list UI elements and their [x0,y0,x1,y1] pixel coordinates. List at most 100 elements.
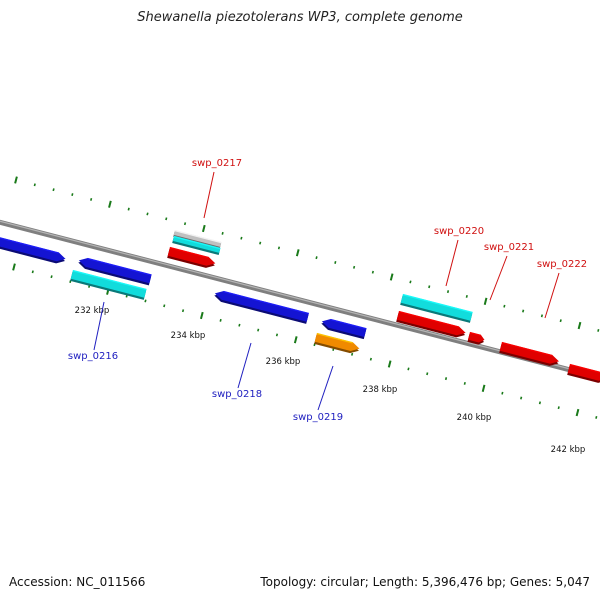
tick-upper [522,309,525,313]
gene-labels: swp_0216 swp_0217 swp_0218 swp_0219 swp_0220… [68,158,587,423]
tick-lower [426,372,429,376]
tick-marks [12,176,600,419]
tick-upper [295,249,300,257]
scale-label: 242 kbp [551,445,586,455]
tick-lower [538,401,542,405]
scale-label: 236 kbp [266,357,301,367]
tick-lower [520,396,523,400]
tick-upper [334,261,337,264]
tick-upper [540,314,544,318]
feature-f10 [400,293,473,323]
tick-upper [597,328,600,332]
tick-lower [444,377,448,381]
features [0,229,600,383]
leader-line [544,272,560,319]
leader-line [237,342,252,389]
gene-label-swp_0217: swp_0217 [192,158,242,169]
feature-f8 [321,318,367,340]
tick-upper [240,236,243,240]
leader-line [93,301,105,351]
gene-label-swp_0220: swp_0220 [434,226,484,237]
feature-f9 [314,332,360,354]
tick-lower [163,304,166,308]
tick-lower [181,309,185,313]
tick-lower [293,336,298,344]
gene-label-swp_0216: swp_0216 [68,351,118,362]
tick-upper [446,290,450,294]
tick-upper [389,273,394,281]
feature-f13 [499,341,559,366]
gene-label-swp_0219: swp_0219 [293,412,343,423]
tick-upper [577,321,582,330]
tick-lower [501,391,504,395]
feature-f14 [567,363,600,383]
tick-lower [481,384,486,392]
tick-upper [201,224,206,233]
tick-upper [353,265,356,269]
tick-upper [371,270,374,274]
gene-label-swp_0221: swp_0221 [484,242,534,253]
feature-f3 [70,269,147,300]
tick-lower [12,263,16,271]
tick-upper [33,183,36,187]
tick-lower [50,275,53,279]
map-title: Shewanella piezotolerans WP3, complete g… [137,10,463,25]
feature-f11 [396,310,466,338]
tick-lower [275,333,279,337]
tick-upper [221,231,224,235]
tick-upper [146,212,149,216]
leader-line [317,365,334,411]
tick-upper [183,222,187,226]
accession-text: Accession: NC_011566 [9,575,146,589]
tick-upper [559,319,562,323]
leader-line [489,255,508,301]
tick-upper [259,241,262,245]
feature-f5 [172,235,221,255]
feature-f4 [173,229,222,249]
tick-upper [409,280,412,284]
tick-lower [369,357,372,361]
tick-lower [144,299,147,303]
tick-lower [257,328,260,332]
label-leaders [93,171,560,411]
tick-lower [199,311,204,320]
tick-upper [503,304,506,308]
tick-lower [595,415,598,419]
feature-f7 [214,290,309,324]
scale-label: 232 kbp [75,306,110,316]
tick-upper [90,197,93,201]
tick-lower [31,270,34,274]
leader-line [445,239,459,287]
tick-upper [108,200,112,208]
leader-line [203,171,215,219]
tick-lower [463,381,466,385]
tick-lower [238,323,241,327]
tick-lower [387,360,392,368]
feature-f1 [0,237,66,264]
tick-lower [407,367,410,371]
tick-upper [52,188,55,192]
tick-upper [277,246,281,250]
tick-lower [557,406,560,410]
gene-label-swp_0222: swp_0222 [537,259,587,270]
tick-lower [219,318,222,322]
gene-label-swp_0218: swp_0218 [212,389,262,400]
tick-upper [315,256,318,260]
tick-upper [165,217,168,221]
tick-upper [71,193,74,197]
scale-label: 238 kbp [363,385,398,395]
feature-f6 [167,246,216,268]
scale-label: 240 kbp [457,413,492,423]
tick-lower [575,408,580,417]
feature-f12 [467,331,485,345]
tick-lower [351,352,354,356]
tick-upper [14,176,18,184]
topology-text: Topology: circular; Length: 5,396,476 bp… [260,575,590,589]
feature-f2 [78,257,152,286]
tick-upper [465,294,468,298]
tick-upper [127,207,130,211]
scale-labels: 232 kbp 234 kbp 236 kbp 238 kbp 240 kbp 242 k… [75,306,586,455]
scale-label: 234 kbp [171,331,206,341]
tick-upper [428,285,431,289]
